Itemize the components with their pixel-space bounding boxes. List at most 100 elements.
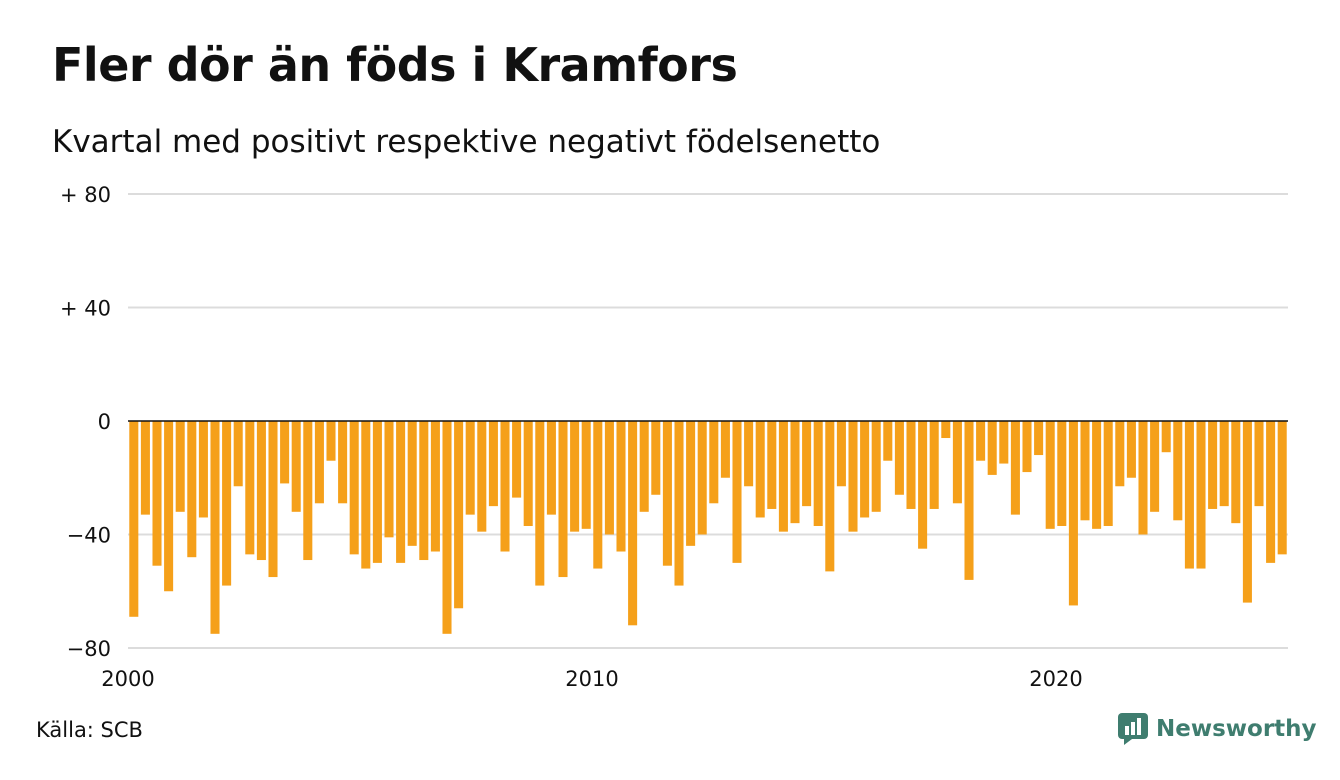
bar <box>1196 421 1206 569</box>
bar <box>616 421 626 552</box>
bar <box>280 421 290 484</box>
bar <box>303 421 313 561</box>
bar <box>430 421 440 552</box>
bar <box>883 421 893 461</box>
bar <box>245 421 255 555</box>
y-tick-label: 0 <box>98 410 111 434</box>
bar <box>813 421 823 526</box>
bar <box>1138 421 1148 535</box>
bar <box>164 421 174 592</box>
bar <box>744 421 754 487</box>
bar <box>593 421 603 569</box>
bar <box>152 421 162 566</box>
bar <box>384 421 394 538</box>
bar <box>952 421 962 504</box>
bar <box>349 421 359 555</box>
bar <box>1034 421 1044 456</box>
source-note: Källa: SCB <box>36 718 143 742</box>
bar <box>523 421 533 526</box>
bar <box>500 421 510 552</box>
newsworthy-logo-icon <box>1118 713 1148 745</box>
x-tick-label: 2010 <box>565 667 618 691</box>
bar <box>291 421 301 512</box>
bar <box>1231 421 1241 524</box>
bar <box>1045 421 1055 529</box>
bar <box>697 421 707 535</box>
bar <box>570 421 580 532</box>
bar <box>558 421 568 578</box>
bar <box>1254 421 1264 507</box>
y-tick-label: −40 <box>67 524 111 548</box>
bar <box>314 421 324 504</box>
bar <box>790 421 800 524</box>
bar <box>175 421 185 512</box>
bar <box>1208 421 1218 509</box>
bar <box>720 421 730 478</box>
bar <box>662 421 672 566</box>
x-axis-tick-labels: 2000 2010 2020 <box>101 667 1082 691</box>
bar <box>546 421 556 515</box>
bar <box>941 421 951 439</box>
bar <box>361 421 371 569</box>
bar <box>999 421 1009 464</box>
brand-name: Newsworthy <box>1156 716 1317 742</box>
bar <box>1150 421 1160 512</box>
bar <box>1022 421 1032 473</box>
y-tick-label: −80 <box>67 637 111 661</box>
bar <box>1103 421 1113 526</box>
bar <box>222 421 232 586</box>
bar <box>442 421 452 634</box>
bar <box>407 421 417 546</box>
bar-chart: + 80 + 40 0 −40 −80 2000 2010 2020 <box>60 183 1288 691</box>
bar <box>871 421 881 512</box>
bar <box>964 421 974 580</box>
y-axis-tick-labels: + 80 + 40 0 −40 −80 <box>60 183 111 661</box>
bar <box>1219 421 1229 507</box>
bar <box>210 421 220 634</box>
x-tick-label: 2000 <box>101 667 154 691</box>
bar <box>256 421 266 561</box>
bar <box>465 421 475 515</box>
bar <box>488 421 498 507</box>
bar <box>1242 421 1252 603</box>
bar <box>129 421 139 617</box>
bar <box>1126 421 1136 478</box>
bar <box>1161 421 1171 453</box>
bar <box>140 421 150 515</box>
bar <box>338 421 348 504</box>
bar <box>1057 421 1067 526</box>
bar <box>1068 421 1078 606</box>
bar <box>674 421 684 586</box>
bar <box>1080 421 1090 521</box>
bar <box>836 421 846 487</box>
bar <box>535 421 545 586</box>
bar <box>894 421 904 495</box>
bar <box>396 421 406 563</box>
bar <box>198 421 208 518</box>
bar <box>454 421 464 609</box>
bar <box>419 421 429 561</box>
bar <box>628 421 638 626</box>
bar <box>778 421 788 532</box>
bar <box>1266 421 1276 563</box>
bar <box>732 421 742 563</box>
gridlines <box>128 193 1288 649</box>
bar <box>1010 421 1020 515</box>
chart-title: Fler dör än föds i Kramfors <box>52 38 738 92</box>
bar <box>512 421 522 498</box>
bar <box>825 421 835 572</box>
y-tick-label: + 80 <box>60 183 111 207</box>
bar <box>477 421 487 532</box>
bar <box>929 421 939 509</box>
bars <box>129 421 1287 634</box>
bar <box>326 421 336 461</box>
bar <box>233 421 243 487</box>
bar <box>906 421 916 509</box>
bar <box>755 421 765 518</box>
bar <box>268 421 278 578</box>
bar <box>709 421 719 504</box>
bar <box>767 421 777 509</box>
bar <box>918 421 928 549</box>
bar <box>1173 421 1183 521</box>
bar <box>802 421 812 507</box>
